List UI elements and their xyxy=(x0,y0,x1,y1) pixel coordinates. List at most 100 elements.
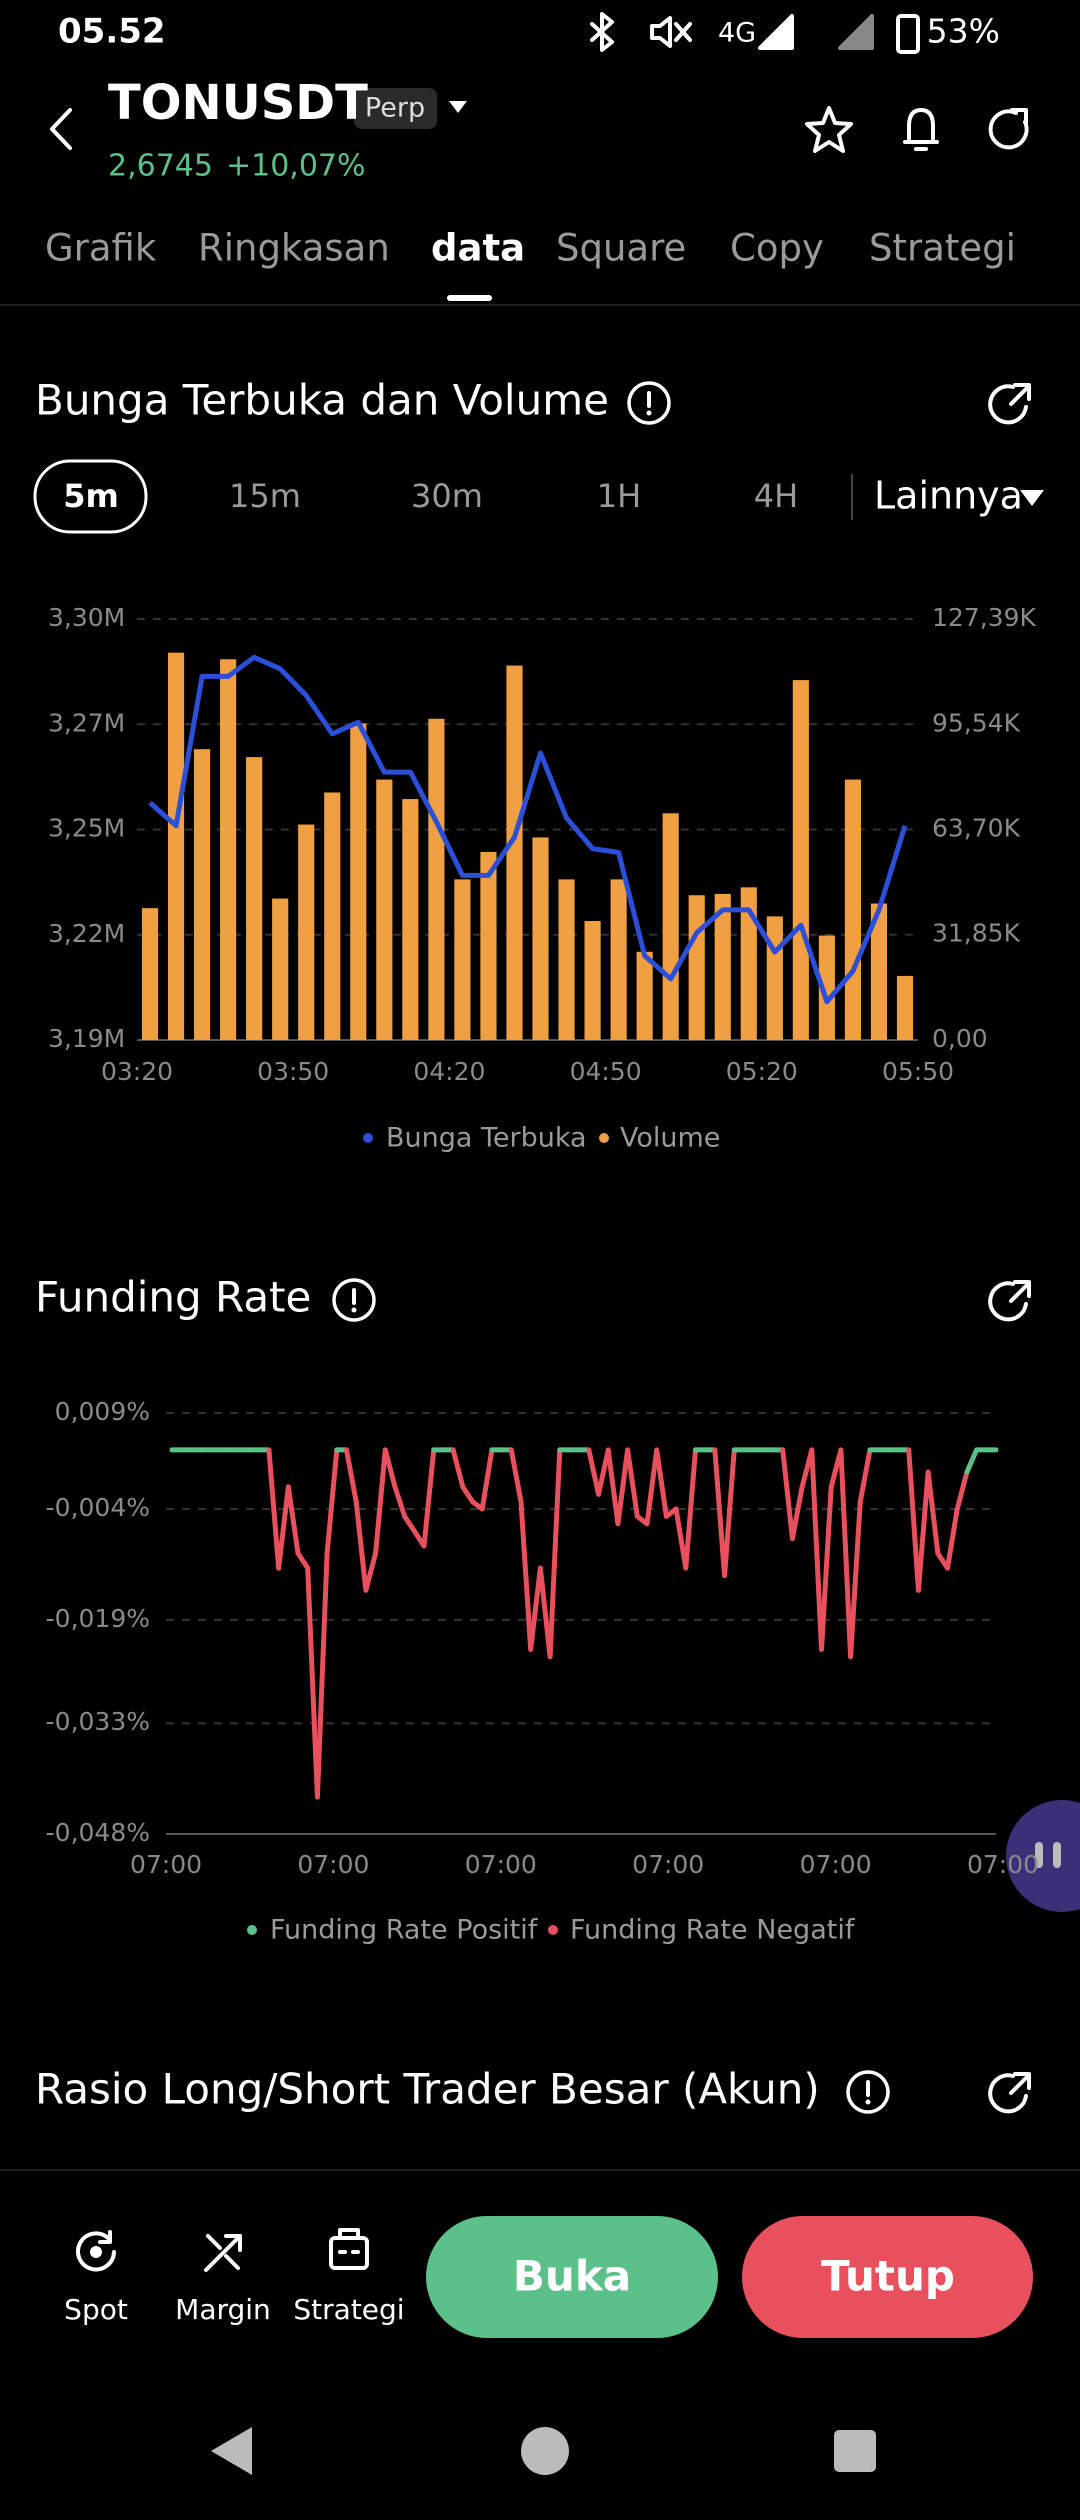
badge-text: Perp xyxy=(365,93,425,124)
interval-pill[interactable] xyxy=(33,459,148,534)
bubble-handle xyxy=(1053,1842,1061,1868)
legend-label[interactable]: Funding Rate Positif xyxy=(270,1915,539,1946)
x-tick-label: 05:20 xyxy=(726,1057,798,1086)
perp-badge xyxy=(354,88,437,129)
nav-label[interactable]: Strategi xyxy=(293,2293,404,2326)
tab[interactable]: data xyxy=(431,227,525,270)
line-segment xyxy=(285,1484,301,1556)
close-button[interactable] xyxy=(742,2216,1033,2338)
nav-label[interactable]: Spot xyxy=(64,2293,128,2326)
bubble-handle xyxy=(1035,1842,1043,1868)
back-button[interactable] xyxy=(50,108,72,150)
status-time: 05.52 xyxy=(58,12,166,52)
bar xyxy=(844,779,861,1040)
tab[interactable]: Strategi xyxy=(869,227,1016,270)
favorite-button[interactable] xyxy=(805,106,853,153)
x-tick-label: 03:20 xyxy=(101,1057,173,1086)
info-icon[interactable] xyxy=(332,1278,376,1322)
y-tick-label: -0,048% xyxy=(46,1818,150,1847)
dropdown-arrow[interactable] xyxy=(449,101,467,113)
legend-label[interactable]: Funding Rate Negatif xyxy=(570,1915,856,1946)
floating-bubble[interactable] xyxy=(1006,1800,1080,1912)
line-segment xyxy=(780,1447,795,1542)
line-segment xyxy=(324,1447,340,1556)
line-segment xyxy=(945,1506,960,1571)
tab[interactable]: Grafik xyxy=(45,227,157,270)
interval-option[interactable]: 5m xyxy=(63,477,119,515)
line-segment xyxy=(644,1447,660,1527)
line-segment xyxy=(838,1447,854,1660)
interval-option[interactable]: 15m xyxy=(229,477,301,515)
line-segment xyxy=(508,1447,524,1505)
line-segment xyxy=(363,1550,379,1593)
legend-dot xyxy=(363,1133,373,1143)
system-back[interactable] xyxy=(211,2427,252,2475)
share-button[interactable] xyxy=(988,108,1029,150)
legend-label[interactable]: Volume xyxy=(620,1123,720,1154)
info-icon-dot xyxy=(646,410,652,416)
strategy-icon[interactable] xyxy=(329,2236,369,2270)
line-segment xyxy=(848,1499,863,1660)
margin-icon[interactable] xyxy=(204,2234,242,2272)
alert-button[interactable] xyxy=(903,108,939,151)
tab-indicator xyxy=(447,295,492,301)
y-tick-label: -0,019% xyxy=(46,1604,150,1633)
open-button[interactable] xyxy=(426,2216,718,2338)
y-tick-label: 0,009% xyxy=(55,1397,150,1426)
line-segment xyxy=(295,1550,311,1571)
dropdown-arrow[interactable] xyxy=(1020,490,1044,506)
button-label[interactable]: Buka xyxy=(513,2252,631,2301)
info-icon[interactable] xyxy=(846,2070,890,2114)
interval-more[interactable]: Lainnya xyxy=(874,474,1023,518)
bar xyxy=(818,935,835,1040)
bar xyxy=(220,659,237,1040)
line-segment xyxy=(654,1447,669,1519)
legend-dot xyxy=(247,1925,257,1935)
share-icon[interactable] xyxy=(988,1280,1031,1322)
nav-label[interactable]: Margin xyxy=(175,2293,271,2326)
y2-tick-label: 63,70K xyxy=(932,813,1021,842)
bar xyxy=(480,851,497,1040)
line-segment xyxy=(586,1447,602,1497)
interval-option[interactable]: 1H xyxy=(597,477,641,515)
share-icon[interactable] xyxy=(988,383,1031,425)
y-tick-label: -0,004% xyxy=(46,1493,150,1522)
line-segment xyxy=(954,1469,970,1512)
spot-icon[interactable] xyxy=(76,2230,116,2272)
legend-label[interactable]: Bunga Terbuka xyxy=(386,1123,587,1154)
line-segment xyxy=(402,1513,417,1534)
bar xyxy=(350,723,367,1040)
tab[interactable]: Ringkasan xyxy=(198,227,390,270)
system-home[interactable] xyxy=(521,2427,569,2475)
bar xyxy=(402,799,419,1040)
y-tick-label: -0,033% xyxy=(46,1707,150,1736)
bar xyxy=(506,665,523,1040)
interval-option[interactable]: 30m xyxy=(411,477,483,515)
line-segment xyxy=(305,1565,320,1800)
legend-dot xyxy=(548,1925,558,1935)
section-title: Rasio Long/Short Trader Besar (Akun) xyxy=(35,2065,820,2114)
interval-option[interactable]: 4H xyxy=(754,477,798,515)
battery-icon xyxy=(896,14,920,54)
y-tick-label: 3,22M xyxy=(48,919,125,948)
line-segment xyxy=(314,1550,330,1800)
bar xyxy=(662,813,679,1040)
x-tick-label: 04:20 xyxy=(413,1057,485,1086)
button-label[interactable]: Tutup xyxy=(821,2252,955,2301)
tab[interactable]: Copy xyxy=(730,227,824,270)
system-recents[interactable] xyxy=(834,2430,876,2472)
bar xyxy=(714,893,731,1040)
tab[interactable]: Square xyxy=(556,227,686,270)
share-icon[interactable] xyxy=(988,2072,1031,2114)
line-segment xyxy=(683,1447,698,1571)
x-tick-label: 07:00 xyxy=(967,1850,1039,1879)
line-segment xyxy=(964,1447,980,1475)
line-segment xyxy=(906,1447,921,1593)
bar xyxy=(428,718,445,1040)
info-icon[interactable] xyxy=(627,381,671,425)
bar xyxy=(896,975,914,1040)
bar xyxy=(610,879,627,1040)
